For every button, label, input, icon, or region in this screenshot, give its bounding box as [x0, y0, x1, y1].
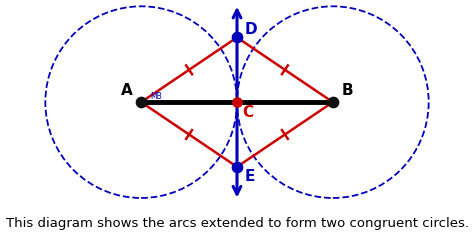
Text: This diagram shows the arcs extended to form two congruent circles.: This diagram shows the arcs extended to … — [6, 216, 468, 229]
Point — [137, 101, 145, 105]
Text: MB: MB — [150, 92, 162, 100]
Point — [329, 101, 337, 105]
Point — [233, 101, 241, 105]
Text: B: B — [341, 83, 353, 98]
Text: C: C — [242, 105, 253, 120]
Text: D: D — [244, 22, 257, 37]
Point — [233, 165, 241, 169]
Point — [233, 36, 241, 40]
Text: E: E — [244, 168, 255, 184]
Text: A: A — [121, 83, 133, 98]
